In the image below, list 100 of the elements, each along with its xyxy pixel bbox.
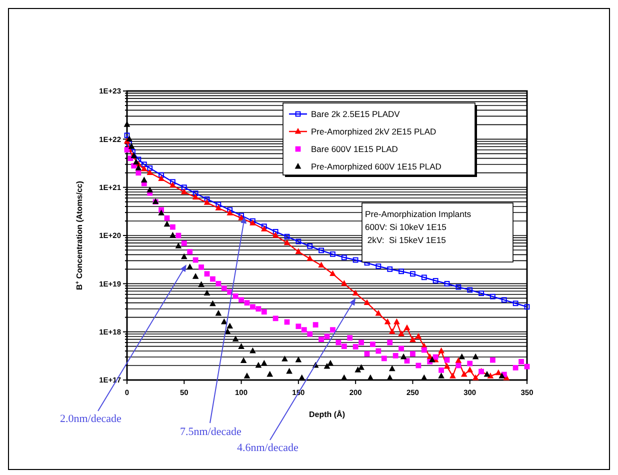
point <box>296 356 302 362</box>
annotation: 2.0nm/decade <box>60 413 122 425</box>
legend-label: Bare 2k 2.5E15 PLADV <box>311 108 400 119</box>
point <box>141 162 147 168</box>
point <box>226 323 233 329</box>
point <box>376 310 382 316</box>
point <box>410 336 416 342</box>
point <box>384 318 390 324</box>
point <box>330 251 336 257</box>
point <box>146 187 153 192</box>
annotation: Pre-Amorphization Implants 600V: Si 10keV 1E15 2kV: Si 15keV 1E15 <box>365 209 472 245</box>
point <box>429 356 436 362</box>
annotation: 7.5nm/decade <box>180 426 242 438</box>
legend-label: Bare 600V 1E15 PLAD <box>311 144 398 154</box>
point <box>133 159 140 165</box>
point <box>227 207 233 213</box>
point <box>136 164 142 170</box>
point <box>141 166 148 172</box>
point <box>181 254 188 260</box>
point <box>192 190 198 196</box>
point <box>389 366 396 372</box>
x-axis-title: Depth (Å) <box>309 409 346 419</box>
point <box>164 221 170 227</box>
point <box>198 282 204 287</box>
point <box>307 243 313 249</box>
point <box>216 204 222 210</box>
point <box>261 360 268 366</box>
point <box>472 354 478 360</box>
point <box>210 300 216 306</box>
point <box>170 182 176 188</box>
point <box>284 240 290 246</box>
point <box>266 371 273 377</box>
legend-label: Pre-Amorphized 600V 1E15 PLAD <box>311 161 442 172</box>
point <box>498 372 505 378</box>
point <box>389 328 396 334</box>
point <box>170 232 176 238</box>
point <box>226 210 233 216</box>
point <box>484 371 490 377</box>
point <box>404 324 410 330</box>
point <box>398 330 404 336</box>
point <box>158 172 164 178</box>
point <box>224 328 230 334</box>
point <box>272 232 278 238</box>
point <box>400 354 406 360</box>
point <box>136 156 142 162</box>
point <box>192 273 198 279</box>
point <box>376 264 382 269</box>
point <box>330 270 336 276</box>
point <box>341 280 348 286</box>
point <box>444 363 450 369</box>
point <box>204 290 210 296</box>
point <box>472 374 478 380</box>
point <box>324 363 330 369</box>
point <box>461 371 468 377</box>
point <box>432 278 438 284</box>
point <box>456 358 462 364</box>
point <box>341 254 347 260</box>
point <box>490 294 496 300</box>
point <box>352 257 358 263</box>
point <box>186 264 193 270</box>
point <box>176 242 182 248</box>
point <box>221 318 228 324</box>
point <box>126 136 132 142</box>
point <box>128 143 134 149</box>
point <box>466 366 473 372</box>
point <box>232 336 238 342</box>
point <box>284 234 290 240</box>
point <box>478 290 484 296</box>
point <box>354 366 361 372</box>
point <box>296 248 302 254</box>
point <box>204 199 210 205</box>
point <box>318 248 324 254</box>
point <box>394 318 400 324</box>
point <box>364 300 370 306</box>
point <box>358 364 364 370</box>
point <box>410 271 416 277</box>
point <box>147 165 153 171</box>
point <box>444 280 450 286</box>
point <box>456 284 462 290</box>
point <box>467 287 473 293</box>
point <box>328 360 334 366</box>
point <box>438 348 444 354</box>
point <box>387 266 393 272</box>
point <box>256 362 262 368</box>
point <box>204 196 210 202</box>
point <box>141 177 148 182</box>
point <box>261 226 268 232</box>
point <box>170 179 176 185</box>
point <box>238 344 244 349</box>
point <box>421 274 427 280</box>
point <box>216 202 222 208</box>
point <box>450 372 456 378</box>
point <box>282 356 288 362</box>
point <box>216 310 222 316</box>
point <box>286 368 292 374</box>
point <box>250 348 256 354</box>
point <box>524 304 530 310</box>
point <box>306 255 313 261</box>
point <box>458 354 465 360</box>
point <box>158 176 164 182</box>
